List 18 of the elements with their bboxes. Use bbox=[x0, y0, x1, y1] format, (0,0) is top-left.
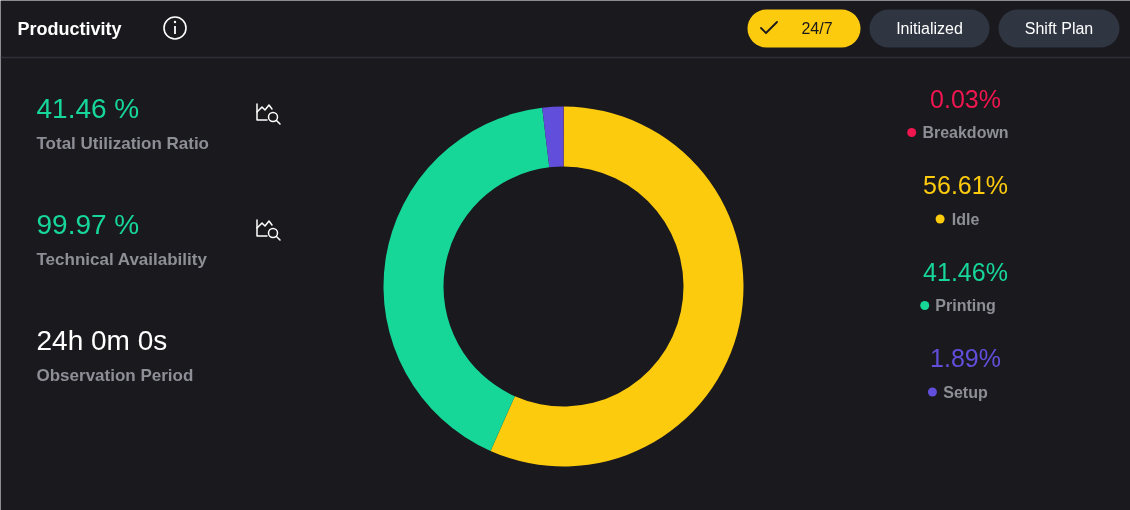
legend-label: Setup bbox=[943, 383, 988, 401]
data-label: 0.03% bbox=[930, 84, 1001, 113]
text: Shift Plan bbox=[1024, 20, 1094, 37]
data-label: 1.89% bbox=[930, 344, 1001, 372]
text: Initialized bbox=[896, 20, 963, 37]
text: 24h 0m 0s bbox=[36, 325, 168, 356]
legend-label: Breakdown bbox=[922, 124, 1009, 141]
text: 24/7 bbox=[801, 20, 833, 37]
text: 41.46 % bbox=[36, 93, 140, 124]
text: Total Utilization Ratio bbox=[36, 134, 210, 153]
text: Observation Period bbox=[36, 366, 194, 385]
legend-label: Idle bbox=[951, 210, 980, 228]
text: 99.97 % bbox=[36, 209, 140, 240]
legend-label: Printing bbox=[935, 297, 996, 314]
data-label: 41.46% bbox=[923, 257, 1008, 286]
text: Productivity bbox=[17, 18, 122, 39]
data-label: 56.61% bbox=[923, 171, 1008, 199]
text: Technical Availability bbox=[36, 250, 208, 269]
